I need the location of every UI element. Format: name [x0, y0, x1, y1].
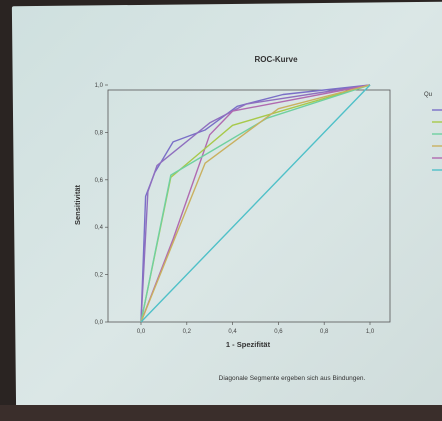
y-tick-label: 1,0: [95, 83, 104, 89]
y-tick-label: 0,0: [95, 320, 104, 326]
footnote: Diagonale Segmente ergeben sich aus Bind…: [219, 375, 366, 382]
x-tick-label: 0,0: [137, 329, 146, 335]
plot-frame: [108, 90, 390, 322]
legend: [432, 110, 442, 170]
x-tick-label: 0,8: [320, 329, 329, 335]
chart-title: ROC-Kurve: [254, 55, 298, 64]
x-tick-label: 0,2: [183, 329, 192, 335]
ticks-layer: 0,0 0,2 0,4 0,6 0,8 1,0 0,0 0,2 0,4 0,6 0,8 1,0: [95, 83, 375, 335]
y-tick-label: 0,8: [95, 130, 104, 136]
x-tick-label: 0,6: [274, 329, 283, 335]
x-axis-label: 1 - Spezifität: [226, 340, 271, 349]
y-tick-label: 0,6: [95, 178, 104, 184]
roc-series-7: [141, 85, 370, 322]
x-tick-label: 0,4: [228, 329, 237, 335]
series-layer: [141, 85, 370, 322]
y-axis-label: Sensitivität: [73, 184, 82, 225]
legend-title: Qu: [424, 92, 432, 98]
y-tick-label: 0,4: [95, 225, 104, 231]
y-tick-label: 0,2: [95, 273, 104, 279]
x-tick-label: 1,0: [366, 329, 375, 335]
